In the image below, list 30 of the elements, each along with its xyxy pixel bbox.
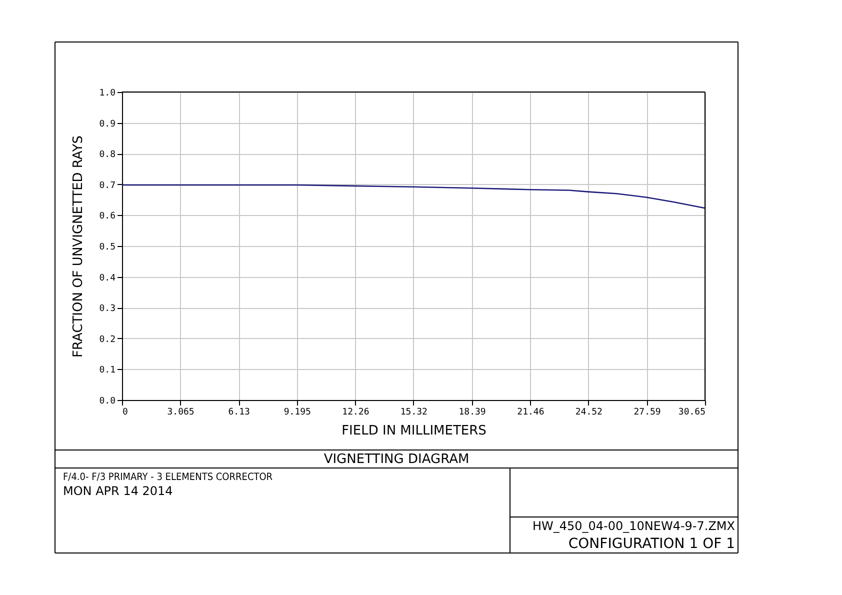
x-tick-label: 21.46 — [517, 408, 544, 418]
x-tick-label: 18.39 — [458, 408, 486, 418]
y-tick-label: 0.0 — [99, 396, 116, 406]
y-tick-label: 0.7 — [99, 180, 116, 191]
line-series — [121, 184, 706, 209]
text: MON APR 14 2014 — [63, 484, 173, 498]
y-tick-label: 0.1 — [99, 366, 116, 376]
x-tick-label: 12.26 — [342, 408, 370, 418]
x-tick-label: 15.32 — [400, 408, 428, 418]
y-axis-title: FRACTION OF UNVIGNETTED RAYS — [71, 135, 86, 358]
y-tick-label: 0.8 — [99, 150, 116, 160]
x-tick-label: 3.065 — [167, 408, 194, 418]
text: F/4.0- F/3 PRIMARY - 3 ELEMENTS CORRECTOR — [63, 472, 273, 483]
x-tick-label: 6.13 — [228, 408, 250, 418]
text: HW_450_04-00_10NEW4-9-7.ZMX — [532, 519, 735, 533]
x-axis-title: FIELD IN MILLIMETERS — [342, 424, 486, 438]
x-tick-label: 0 — [122, 408, 128, 418]
y-tick-label: 0.6 — [99, 212, 116, 222]
y-tick-label: 0.3 — [99, 304, 116, 314]
text: VIGNETTING DIAGRAM — [324, 452, 470, 467]
y-tick-label: 1.0 — [99, 88, 116, 98]
x-tick-label: 24.52 — [575, 408, 602, 418]
y-tick-label: 0.5 — [99, 242, 116, 252]
x-tick-label: 27.59 — [634, 408, 661, 418]
y-tick-label: 0.9 — [99, 119, 116, 130]
y-tick-label: 0.4 — [99, 273, 116, 284]
x-tick-label: 30.65 — [678, 408, 706, 418]
text: CONFIGURATION 1 OF 1 — [568, 536, 735, 552]
y-tick-label: 0.2 — [99, 334, 116, 345]
x-tick-label: 9.195 — [284, 408, 311, 418]
